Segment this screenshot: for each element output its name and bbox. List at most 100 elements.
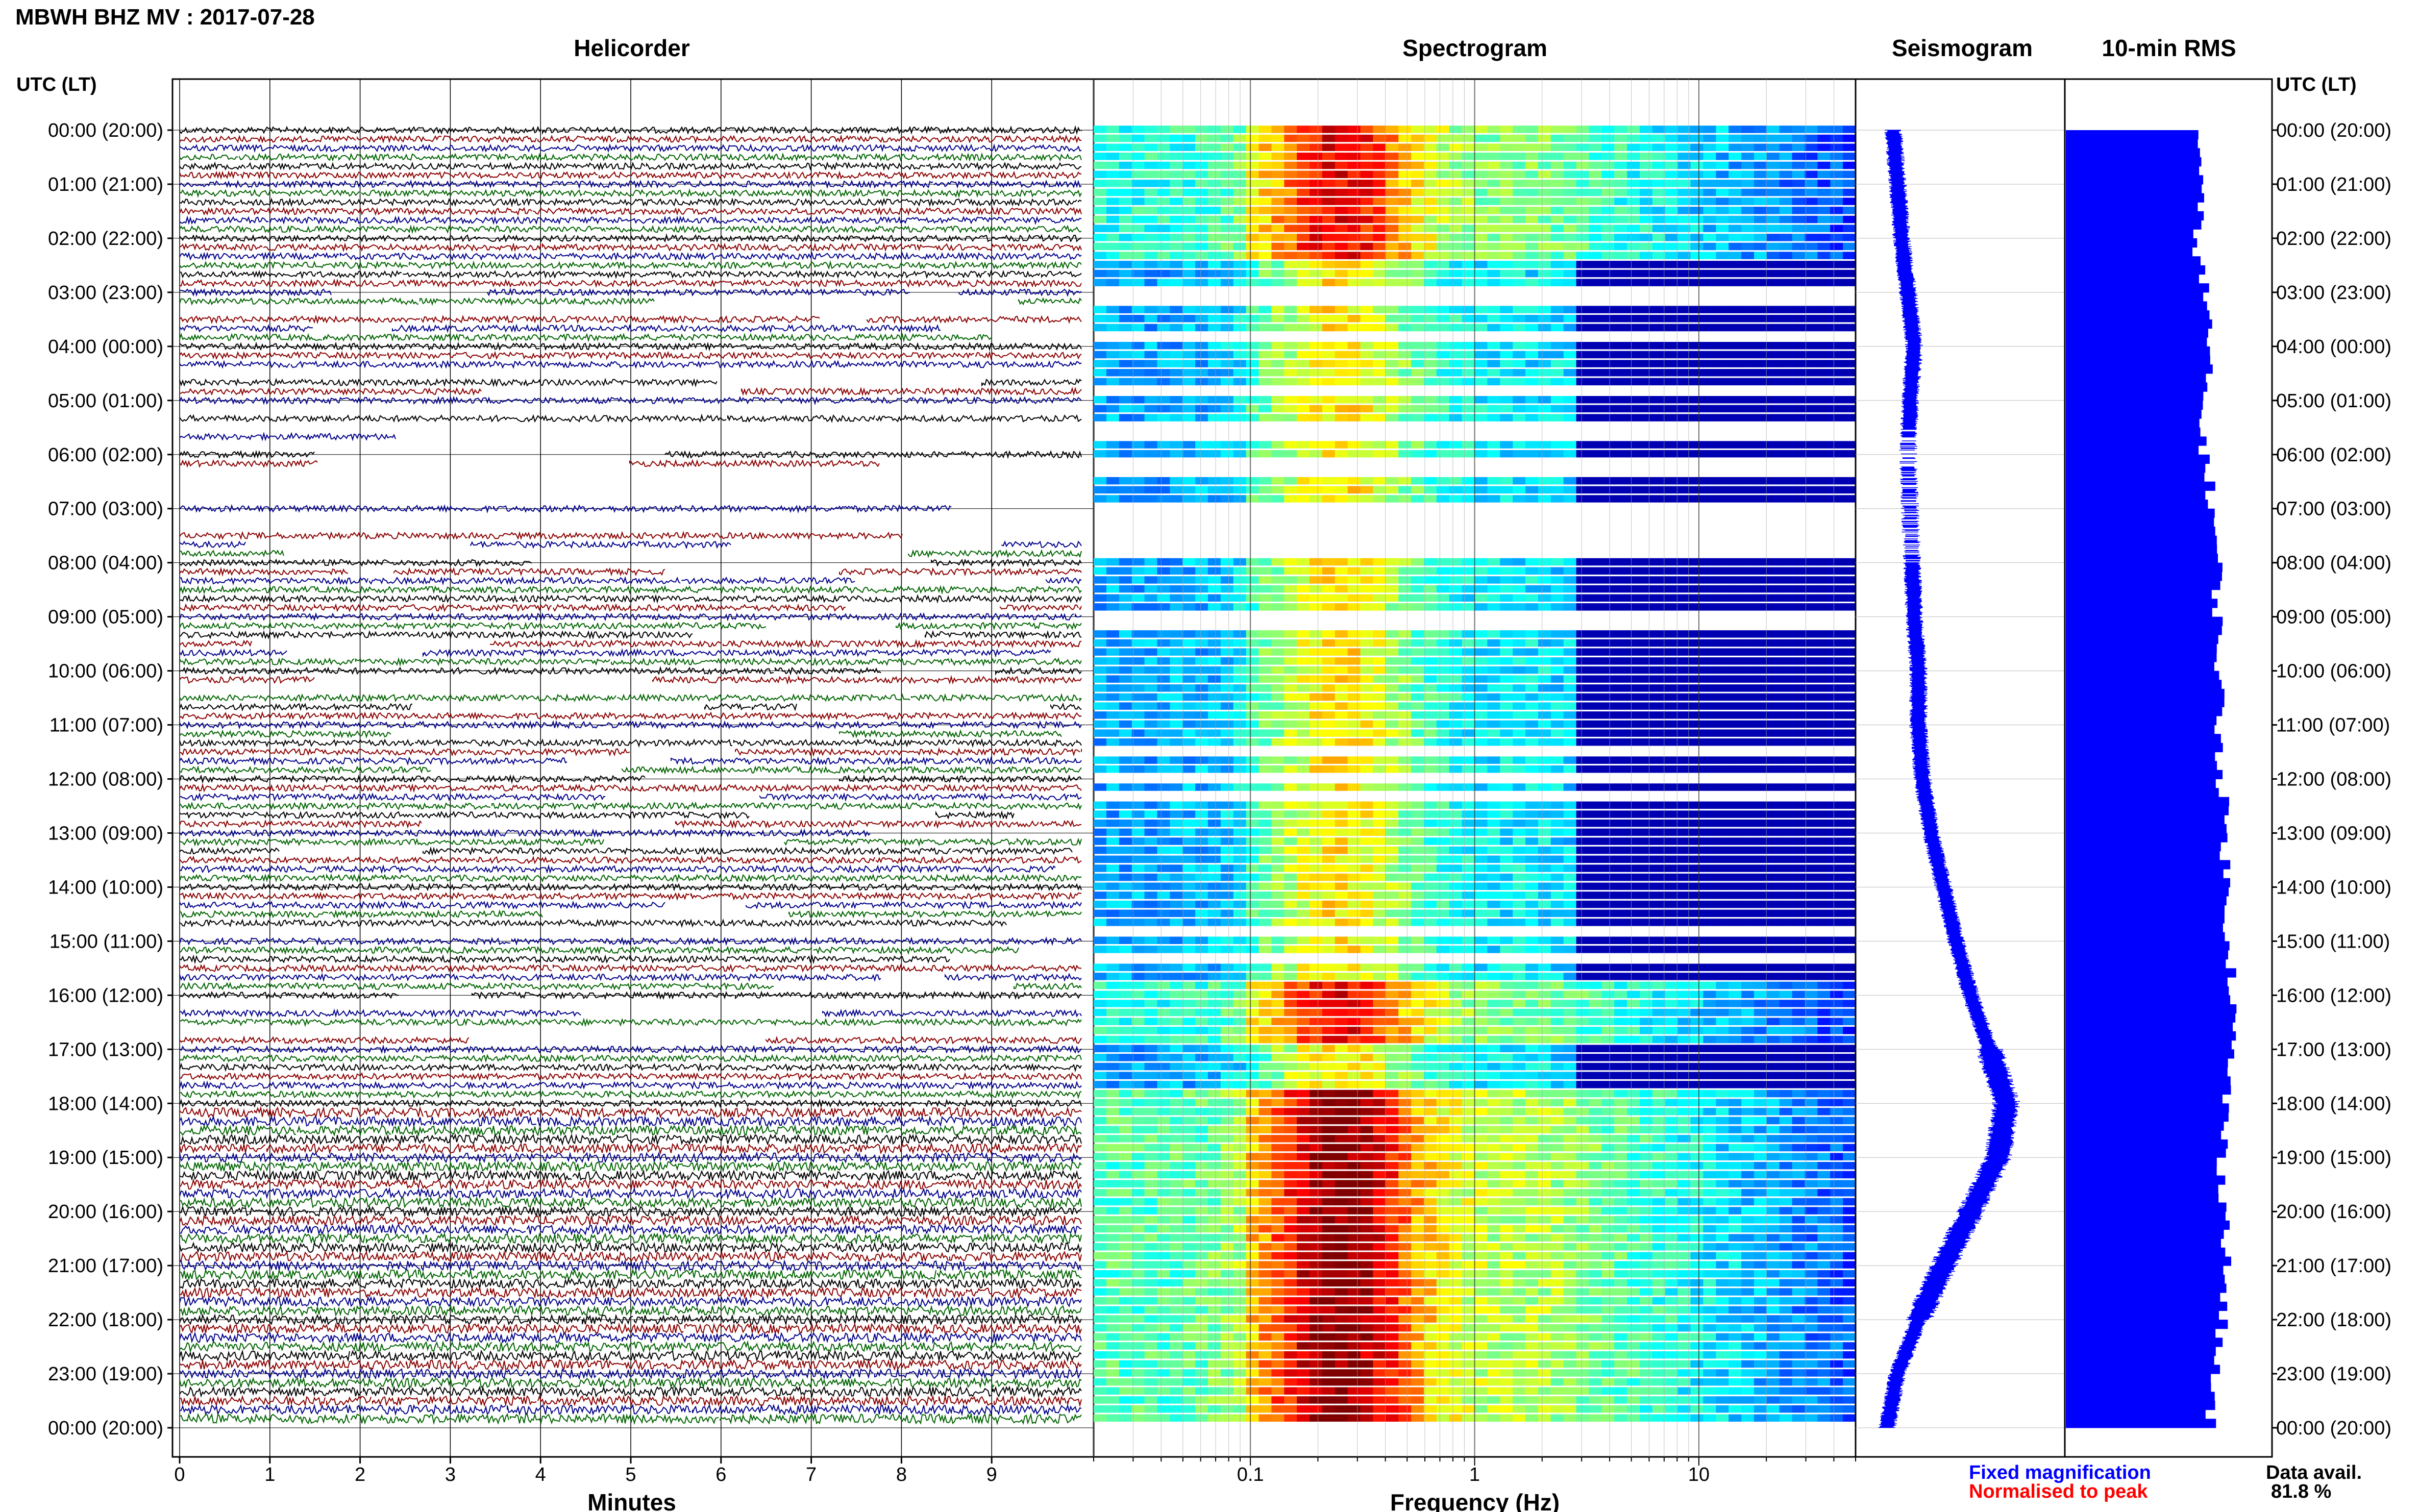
helicorder-trace (179, 1277, 1082, 1291)
rms-bar (2066, 1392, 2215, 1401)
helicorder-trace (179, 774, 1082, 784)
panel-title-seismogram: Seismogram (1892, 35, 2033, 61)
helicorder-trace (179, 720, 1082, 730)
rms-bar (2066, 968, 2236, 978)
helicorder-trace (179, 215, 1082, 225)
time-tick-label-right: 14:00 (10:00) (2276, 877, 2391, 898)
rms-bar (2066, 256, 2201, 266)
rms-bar (2066, 761, 2217, 771)
helicorder-trace (179, 1106, 1082, 1119)
helicorder-trace (179, 134, 1082, 144)
helicorder-trace (179, 287, 1082, 298)
helicorder-trace (179, 1178, 1082, 1191)
helicorder-trace (179, 1214, 1082, 1227)
rms-bar (2066, 698, 2225, 707)
helicorder-trace (179, 882, 1082, 892)
time-tick-label-left: 22:00 (18:00) (48, 1309, 163, 1331)
time-tick-label-right: 19:00 (15:00) (2276, 1147, 2391, 1169)
rms-bar (2066, 1085, 2231, 1095)
right-axis-title: UTC (LT) (2276, 74, 2357, 95)
minutes-tick-label: 5 (625, 1464, 636, 1485)
helicorder-trace (179, 1160, 1082, 1173)
time-tick-label-left: 20:00 (16:00) (48, 1201, 163, 1223)
rms-bar (2066, 544, 2217, 554)
helicorder-trace (179, 188, 1082, 199)
time-tick-label-left: 21:00 (17:00) (48, 1255, 163, 1277)
helicorder-trace (179, 252, 1082, 261)
rms-bar (2066, 661, 2214, 672)
rms-bar (2066, 1310, 2219, 1320)
helicorder-trace (179, 576, 1082, 586)
rms-bar (2066, 1274, 2225, 1284)
rms-bar (2066, 130, 2199, 140)
helicorder-trace (179, 792, 1082, 802)
helicorder-trace (179, 891, 1082, 901)
rms-bar (2066, 247, 2193, 257)
minutes-axis-title: Minutes (587, 1489, 676, 1512)
time-tick-label-left: 11:00 (07:00) (50, 715, 163, 736)
rms-bar (2066, 1022, 2233, 1032)
time-tick-label-right: 01:00 (21:00) (2276, 174, 2391, 195)
minutes-tick-label: 8 (896, 1464, 907, 1485)
helicorder-trace (179, 711, 1082, 721)
helicorder-trace (179, 378, 1082, 388)
rms-bar (2066, 941, 2230, 951)
rms-bar (2066, 409, 2202, 419)
rms-bar (2066, 959, 2226, 969)
helicorder-trace (179, 648, 1051, 658)
time-tick-label-right: 17:00 (13:00) (2276, 1039, 2391, 1060)
time-tick-label-left: 12:00 (08:00) (48, 769, 163, 790)
time-tick-label-right: 03:00 (23:00) (2276, 282, 2391, 304)
helicorder-trace (179, 1186, 1082, 1200)
helicorder-trace (179, 963, 1082, 973)
helicorder-trace (179, 873, 1082, 883)
rms-bar (2066, 346, 2210, 356)
helicorder-trace (179, 260, 1082, 270)
time-tick-label-right: 05:00 (01:00) (2276, 390, 2391, 412)
rms-bar (2066, 725, 2215, 734)
rms-bar (2066, 643, 2217, 653)
frequency-tick-label: 1 (1469, 1464, 1480, 1485)
helicorder-trace (179, 224, 1082, 234)
helicorder-trace (179, 919, 1007, 928)
helicorder-trace (179, 909, 1082, 919)
rms-bar (2066, 932, 2225, 941)
rms-bar (2066, 860, 2231, 870)
helicorder-trace (179, 351, 1082, 361)
helicorder-trace (179, 945, 1019, 955)
helicorder-trace (179, 1044, 1082, 1054)
helicorder-trace (179, 855, 1082, 865)
rms-bar (2066, 734, 2221, 743)
helicorder-trace (179, 936, 1082, 946)
helicorder-trace (179, 1259, 1082, 1272)
rms-bar (2066, 797, 2229, 806)
helicorder-trace (179, 1151, 1082, 1164)
rms-bar (2066, 1166, 2217, 1176)
helicorder-trace (179, 1098, 1082, 1109)
rms-bar (2066, 1220, 2230, 1230)
minutes-tick-label: 1 (264, 1464, 275, 1485)
rms-bar (2066, 382, 2208, 392)
rms-bar (2066, 1193, 2219, 1203)
rms-bar (2066, 986, 2229, 996)
rms-bar (2066, 1337, 2223, 1347)
helicorder-trace (179, 1268, 1082, 1281)
rms-bar (2066, 599, 2218, 608)
time-tick-label-right: 22:00 (18:00) (2276, 1309, 2391, 1331)
rms-bar (2066, 1202, 2227, 1212)
helicorder-trace (179, 1232, 1082, 1245)
panel-title-rms: 10-min RMS (2102, 35, 2236, 61)
rms-bar (2066, 184, 2202, 194)
time-tick-label-right: 09:00 (05:00) (2276, 607, 2391, 628)
rms-bar (2066, 1157, 2217, 1167)
helicorder-trace (179, 1133, 1082, 1146)
rms-bar (2066, 436, 2207, 446)
rms-bar (2066, 1058, 2228, 1068)
rms-bar (2066, 1347, 2216, 1356)
rms-bar (2066, 337, 2207, 347)
rms-bar (2066, 851, 2220, 860)
helicorder-trace (179, 593, 1082, 604)
helicorder-trace (179, 837, 1082, 847)
rms-bar (2066, 653, 2217, 662)
